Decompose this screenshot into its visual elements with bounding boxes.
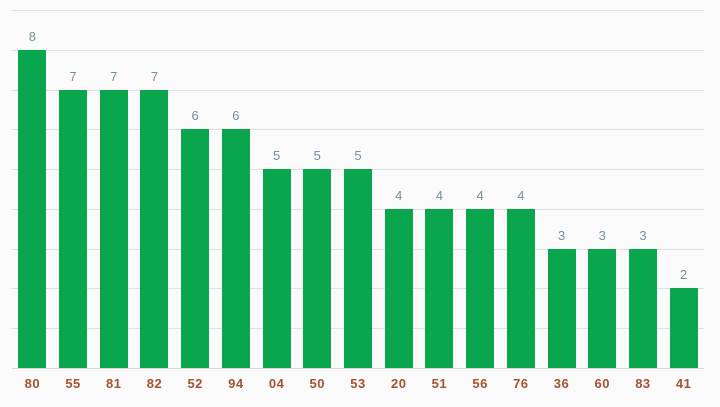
bar[interactable] xyxy=(221,129,250,368)
gridline xyxy=(12,129,704,131)
bar[interactable] xyxy=(628,248,657,368)
x-axis-label: 94 xyxy=(228,376,244,391)
bar-value-label: 4 xyxy=(476,187,484,203)
bar-value-label: 4 xyxy=(395,187,403,203)
x-axis-label: 04 xyxy=(268,376,285,391)
x-axis-label: 76 xyxy=(513,376,529,391)
bar-value-label: 7 xyxy=(150,68,159,84)
bar-value-label: 5 xyxy=(313,148,321,164)
bar[interactable] xyxy=(18,49,47,368)
x-axis-label: 36 xyxy=(553,376,570,391)
bar[interactable] xyxy=(140,89,169,368)
bar-value-label: 6 xyxy=(191,108,199,124)
x-axis-label: 41 xyxy=(675,376,692,391)
x-axis-label: 60 xyxy=(594,376,610,391)
x-axis-baseline xyxy=(12,368,704,369)
x-axis-label: 52 xyxy=(187,376,203,391)
bar-value-label: 7 xyxy=(69,68,77,84)
bar-value-label: 8 xyxy=(28,28,36,44)
bar[interactable] xyxy=(262,169,291,368)
x-axis-label: 20 xyxy=(390,376,407,391)
bar-value-label: 7 xyxy=(110,68,118,84)
plot-area: 8 7 7 7 6 6 5 5 5 4 4 4 4 3 3 3 2 xyxy=(12,10,704,369)
bar-value-label: 3 xyxy=(598,227,606,243)
gridline xyxy=(12,49,704,51)
bar[interactable] xyxy=(506,208,535,368)
bar[interactable] xyxy=(588,248,617,368)
x-axis-label: 80 xyxy=(24,376,41,391)
bar-value-label: 3 xyxy=(639,227,647,243)
bar-value-label: 3 xyxy=(557,227,566,243)
x-axis-label: 82 xyxy=(146,376,163,391)
x-axis-label: 81 xyxy=(106,376,122,391)
gridline xyxy=(12,10,704,11)
bar-value-label: 4 xyxy=(435,187,444,203)
x-axis-label: 51 xyxy=(431,376,448,391)
bar-value-label: 6 xyxy=(232,108,240,124)
bar-value-label: 4 xyxy=(517,187,525,203)
bar[interactable] xyxy=(669,288,698,368)
bar-value-label: 5 xyxy=(272,148,281,164)
x-axis-label: 56 xyxy=(472,376,488,391)
bar[interactable] xyxy=(303,169,332,368)
bar[interactable] xyxy=(384,208,413,368)
bar[interactable] xyxy=(99,89,128,368)
gridline xyxy=(12,89,704,91)
bar-value-label: 2 xyxy=(680,267,688,283)
bar[interactable] xyxy=(59,89,88,368)
bar[interactable] xyxy=(466,208,495,368)
bar[interactable] xyxy=(547,248,576,368)
bar[interactable] xyxy=(344,169,372,368)
bar[interactable] xyxy=(425,208,454,368)
bar[interactable] xyxy=(181,129,210,368)
bar-value-label: 5 xyxy=(354,148,362,164)
x-axis-label: 83 xyxy=(635,376,651,391)
x-axis-label: 50 xyxy=(309,376,326,391)
x-axis-label: 55 xyxy=(65,376,81,391)
x-axis-label: 53 xyxy=(350,376,366,391)
